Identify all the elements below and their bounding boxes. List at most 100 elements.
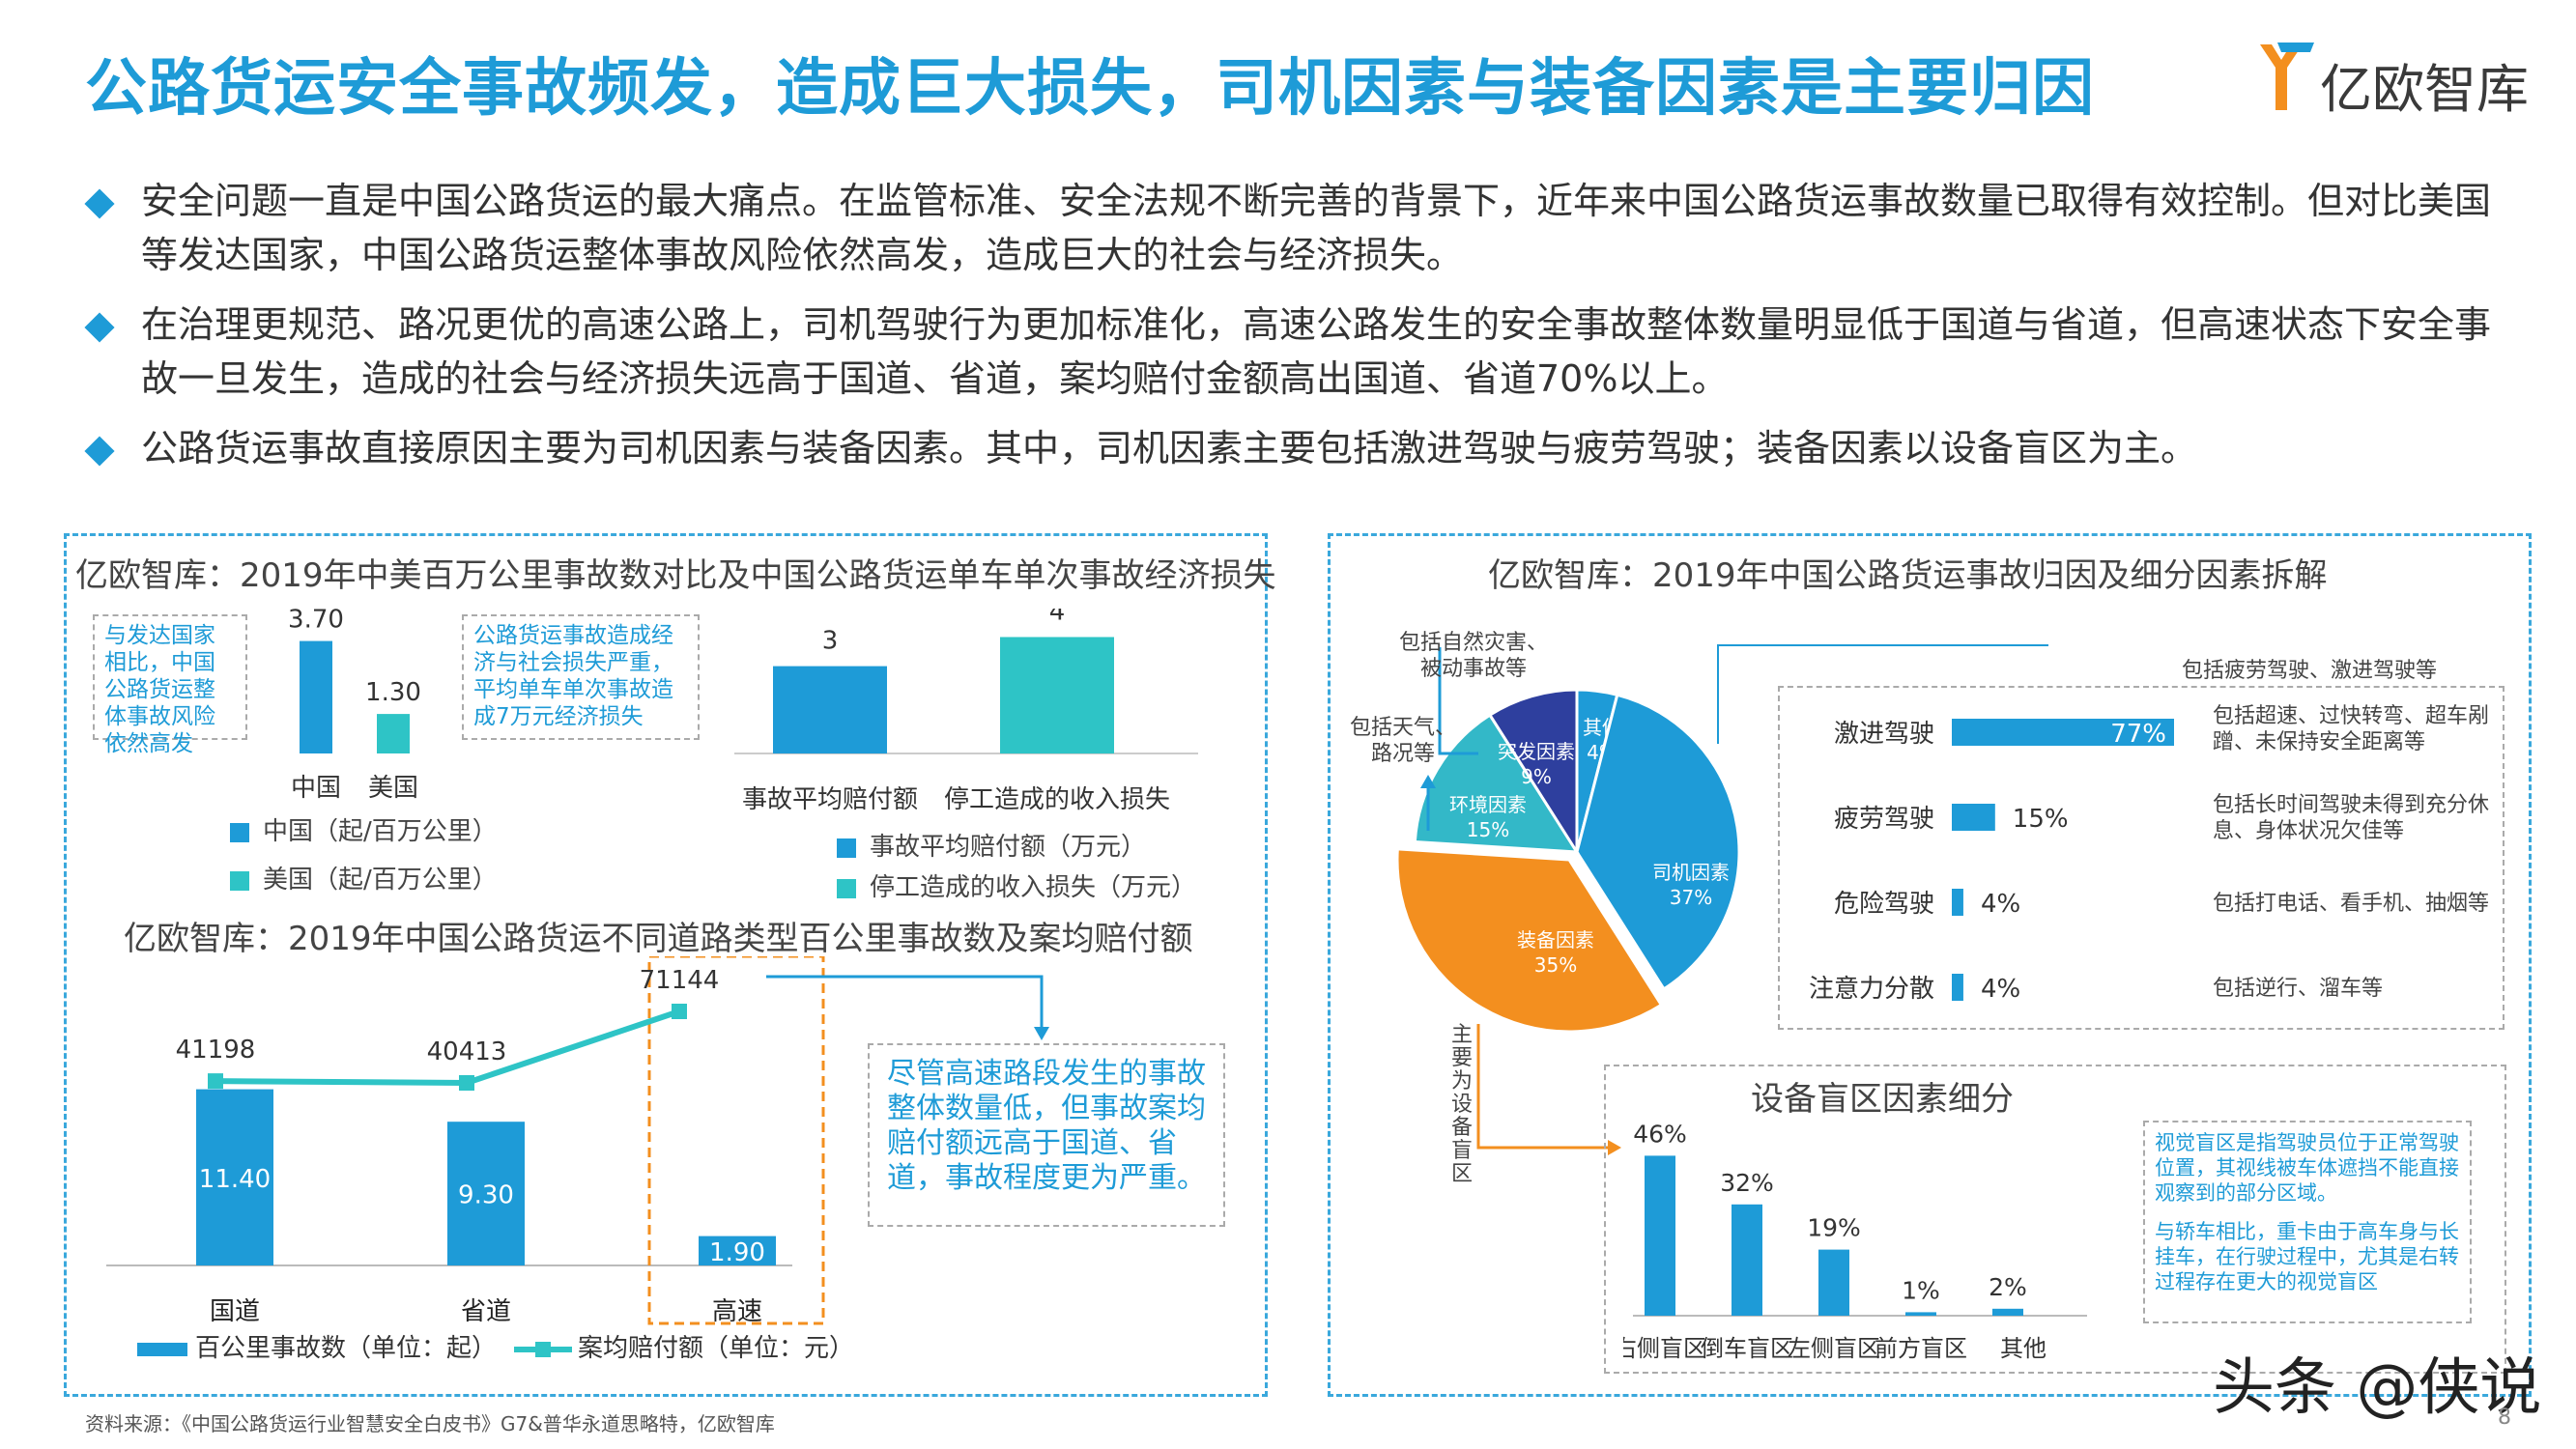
diamond-bullet-icon — [84, 312, 115, 343]
slice-value-label: 35% — [1534, 953, 1577, 977]
bullet-item: 安全问题一直是中国公路货运的最大痛点。在监管标准、安全法规不断完善的背景下，近年… — [84, 174, 2520, 282]
page-title: 公路货运安全事故频发，造成巨大损失，司机因素与装备因素是主要归因 — [85, 53, 2095, 125]
page-number: 8 — [2498, 1406, 2511, 1430]
pie-slice — [1575, 693, 1741, 991]
x-tick-label: 高速 — [712, 1297, 762, 1326]
bar-value-label: 4% — [1981, 975, 2020, 1004]
x-tick-label: 事故平均赔付额 — [742, 785, 918, 814]
brand-logo: 亿欧智库 — [2256, 39, 2536, 120]
legend-swatch — [230, 822, 249, 842]
left-panel-subtitle: 亿欧智库：2019年中国公路货运不同道路类型百公里事故数及案均赔付额 — [124, 920, 1193, 958]
bar-value-label: 1.30 — [365, 678, 421, 707]
callout-weather: 包括天气、路况等 — [1349, 716, 1456, 766]
note-connector — [766, 975, 1044, 1031]
driver-desc-1: 包括超速、过快转弯、超车剐蹭、未保持安全距离等 — [2213, 704, 2490, 754]
legend-swatch — [837, 838, 856, 858]
slice-value-label: 37% — [1670, 886, 1712, 909]
bar-value-label: 1% — [1902, 1276, 1940, 1304]
x-tick-label: 其他 — [2000, 1335, 2046, 1362]
chart-driver-factors: 激进驾驶 77% 疲劳驾驶 15% 危险驾驶 4% 注意力分散 4% — [1809, 719, 2174, 1004]
bar-1 — [1000, 637, 1114, 753]
bar-blind-spot — [1818, 1249, 1849, 1316]
line-point — [459, 1075, 474, 1092]
y-tick-label: 注意力分散 — [1809, 975, 1934, 1004]
arrow-head-icon — [1420, 775, 1436, 788]
bar-accidents — [196, 1089, 273, 1265]
legend-cn: 中国（起/百万公里） — [230, 811, 498, 847]
logo-mark-icon — [2260, 43, 2314, 110]
bar-blind-spot — [1645, 1155, 1675, 1316]
watermark: 头条 @侠说 — [2213, 1352, 2542, 1424]
x-tick-label: 前方盲区 — [1875, 1335, 1967, 1362]
x-tick-label: 左侧盲区 — [1788, 1335, 1880, 1362]
legend-label: 中国（起/百万公里） — [263, 817, 498, 846]
bullet-item: 在治理更规范、路况更优的高速公路上，司机驾驶行为更加标准化，高速公路发生的安全事… — [84, 298, 2520, 406]
bar-value-label: 9.30 — [458, 1181, 514, 1210]
source-note: 资料来源：《中国公路货运行业智慧安全白皮书》G7&普华永道思略特，亿欧智库 — [85, 1412, 775, 1435]
note-highway: 尽管高速路段发生的事故整体数量低，但事故案均赔付额远高于国道、省道，事故程度更为… — [868, 1043, 1225, 1227]
blind-note-1: 视觉盲区是指驾驶员位于正常驾驶位置，其视线被车体遮挡不能直接观察到的部分区域。 — [2155, 1131, 2459, 1205]
left-panel — [64, 533, 1268, 1397]
bullet-list: 安全问题一直是中国公路货运的最大痛点。在监管标准、安全法规不断完善的背景下，近年… — [84, 174, 2520, 491]
x-tick-label: 右侧盲区 — [1623, 1335, 1706, 1362]
x-tick-label: 中国 — [291, 774, 341, 803]
bar-value-label: 11.40 — [199, 1165, 271, 1194]
legend-income-loss: 停工造成的收入损失（万元） — [837, 867, 1196, 903]
bar-value-label: 19% — [1807, 1214, 1861, 1242]
line-value-label: 71144 — [640, 966, 720, 995]
slice-name-label: 环境因素 — [1449, 793, 1527, 816]
chart-loss: 3 事故平均赔付额 4 停工造成的收入损失 — [734, 609, 1198, 814]
legend-label: 停工造成的收入损失（万元） — [870, 873, 1197, 902]
line-point — [208, 1073, 223, 1090]
bar-driver-factor — [1952, 719, 2174, 746]
pie-slice — [1395, 847, 1664, 1034]
callout-line-driver — [1717, 644, 2048, 744]
left-panel-title: 亿欧智库：2019年中美百万公里事故数对比及中国公路货运单车单次事故经济损失 — [75, 556, 1276, 595]
bullet-text: 安全问题一直是中国公路货运的最大痛点。在监管标准、安全法规不断完善的背景下，近年… — [141, 180, 2492, 276]
right-panel — [1328, 533, 2532, 1397]
legend-label: 百公里事故数（单位：起） — [195, 1334, 497, 1362]
x-tick-label: 停工造成的收入损失 — [944, 785, 1170, 814]
blind-note-box: 视觉盲区是指驾驶员位于正常驾驶位置，其视线被车体遮挡不能直接观察到的部分区域。 … — [2143, 1121, 2472, 1323]
x-tick-label: 国道 — [210, 1297, 260, 1326]
slice-name-label: 突发因素 — [1498, 740, 1575, 763]
bar-cn — [300, 640, 332, 753]
bullet-item: 公路货运事故直接原因主要为司机因素与装备因素。其中，司机因素主要包括激进驾驶与疲… — [84, 421, 2520, 475]
blind-spot-title: 设备盲区因素细分 — [1751, 1080, 2014, 1119]
callout-line-equipment — [1476, 1024, 1614, 1150]
bar-value-label: 2% — [1989, 1273, 2027, 1301]
x-tick-label: 倒车盲区 — [1701, 1335, 1793, 1362]
line-value-label: 41198 — [176, 1036, 256, 1065]
bar-0 — [773, 666, 887, 753]
pie-slice — [1413, 713, 1580, 854]
bar-value-label: 46% — [1633, 1120, 1687, 1148]
bullet-text: 在治理更规范、路况更优的高速公路上，司机驾驶行为更加标准化，高速公路发生的安全事… — [141, 303, 2492, 400]
bar-value-label: 3.70 — [288, 609, 344, 635]
bar-blind-spot — [1732, 1204, 1762, 1316]
diamond-bullet-icon — [84, 188, 115, 219]
arrow-head-icon — [1608, 1140, 1621, 1155]
line-value-label: 40413 — [427, 1037, 507, 1066]
legend-swatch — [837, 878, 856, 898]
legend-marker — [535, 1342, 551, 1357]
chart-blind-spots: 46% 右侧盲区 32% 倒车盲区 19% 左侧盲区 1% 前方盲区 2% 其他 — [1623, 1120, 2087, 1362]
slice-value-label: 15% — [1467, 818, 1509, 841]
y-tick-label: 危险驾驶 — [1834, 890, 1934, 919]
driver-desc-2: 包括长时间驾驶未得到充分休息、身体状况欠佳等 — [2213, 793, 2490, 843]
chart-road-types: 11.40 国道 9.30 省道 1.90 高速 41198 40413 71144 百公里事故数… — [106, 956, 1049, 1362]
legend-us: 美国（起/百万公里） — [230, 860, 498, 895]
legend-avg-payout: 事故平均赔付额（万元） — [837, 827, 1146, 863]
y-tick-label: 激进驾驶 — [1834, 720, 1934, 749]
x-tick-label: 美国 — [368, 774, 418, 803]
driver-desc-4: 包括逆行、溜车等 — [2213, 977, 2384, 1001]
note-us-cn: 与发达国家相比，中国公路货运整体事故风险依然高发 — [93, 614, 247, 756]
bullet-text: 公路货运事故直接原因主要为司机因素与装备因素。其中，司机因素主要包括激进驾驶与疲… — [141, 427, 2198, 469]
bar-value-label: 15% — [2013, 805, 2069, 834]
bar-value-label: 4 — [1049, 609, 1066, 626]
legend-swatch — [137, 1343, 187, 1356]
bar-accidents — [699, 1236, 776, 1265]
bar-driver-factor — [1952, 974, 1963, 1001]
bar-accidents — [447, 1122, 525, 1265]
bar-us — [377, 714, 410, 753]
driver-factors-box — [1778, 686, 2504, 1030]
